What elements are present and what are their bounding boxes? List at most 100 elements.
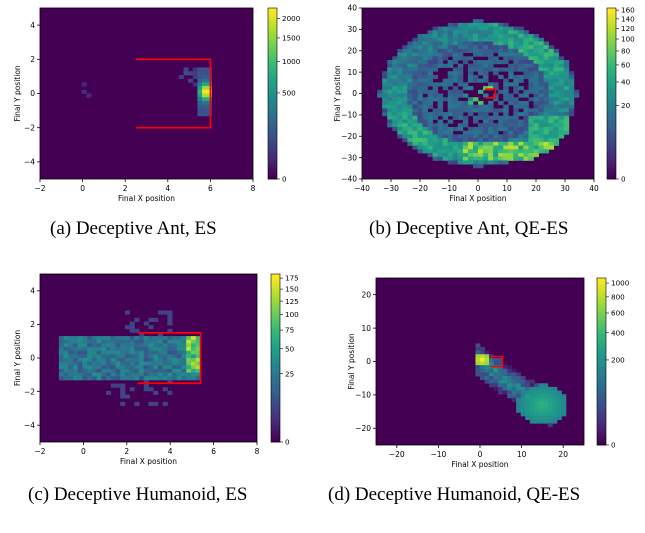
colorbar-segment	[607, 104, 616, 109]
colorbar-segment	[597, 425, 606, 429]
colorbar-segment	[271, 310, 280, 314]
heatmap-cell	[548, 119, 555, 124]
colorbar-segment	[268, 173, 277, 177]
heatmap-cell	[502, 365, 508, 370]
heatmap-cell	[106, 354, 112, 359]
heatmap-cell	[507, 379, 513, 384]
heatmap-cell	[502, 372, 508, 377]
colorbar-segment	[607, 33, 616, 37]
heatmap-cell	[493, 149, 499, 154]
colorbar-segment	[597, 342, 606, 346]
heatmap-cell	[190, 361, 197, 366]
colorbar-segment	[607, 176, 616, 180]
heatmap-cell	[568, 78, 575, 83]
heatmap-cell	[528, 37, 534, 42]
heatmap-cell	[478, 37, 484, 42]
colorbar-segment	[597, 394, 606, 399]
x-tick-label: −10	[441, 184, 457, 193]
heatmap-cell	[172, 336, 178, 341]
heatmap-cell	[493, 30, 499, 35]
heatmap-cell	[478, 145, 484, 150]
heatmap-cell	[382, 74, 388, 80]
colorbar-segment	[597, 300, 606, 304]
colorbar-segment	[268, 50, 277, 54]
heatmap-cell	[129, 365, 135, 370]
heatmap-cell	[422, 45, 428, 50]
heatmap-cell	[442, 123, 449, 128]
heatmap-cell	[91, 365, 98, 370]
heatmap-cell	[502, 376, 508, 381]
heatmap-cell	[480, 372, 485, 377]
heatmap-cell	[516, 405, 522, 410]
heatmap-cell	[392, 108, 398, 113]
heatmap-cell	[447, 37, 454, 42]
heatmap-cell	[478, 78, 484, 83]
heatmap-cell	[181, 350, 187, 355]
heatmap-cell	[533, 126, 539, 132]
heatmap-cell	[68, 354, 74, 359]
heatmap-cell	[407, 100, 413, 106]
heatmap-cell	[493, 48, 499, 54]
heatmap-cell	[417, 89, 423, 94]
heatmap-cell	[534, 383, 540, 388]
heatmap-cell	[558, 56, 565, 61]
heatmap-cell	[493, 22, 499, 27]
x-tick-label: −20	[412, 184, 428, 193]
colorbar-segment	[271, 391, 280, 395]
heatmap-cell	[432, 82, 439, 87]
colorbar-segment	[607, 122, 616, 126]
heatmap-cell	[397, 82, 403, 87]
colorbar-segment	[271, 346, 280, 350]
heatmap-cell	[498, 100, 504, 106]
heatmap-cell	[489, 372, 494, 377]
heatmap-cell	[462, 48, 469, 54]
colorbar-segment	[597, 333, 606, 337]
heatmap-cell	[134, 354, 140, 359]
colorbar-segment	[271, 313, 280, 317]
heatmap-cell	[387, 112, 393, 117]
heatmap-cell	[202, 67, 208, 72]
heatmap-cell	[82, 350, 88, 355]
heatmap-cell	[139, 354, 145, 359]
heatmap-cell	[503, 119, 509, 124]
heatmap-cell	[462, 22, 469, 27]
heatmap-cell	[77, 361, 83, 366]
heatmap-cell	[397, 78, 403, 83]
colorbar-segment	[268, 93, 277, 97]
heatmap-cell	[475, 365, 481, 370]
heatmap-cell	[124, 372, 131, 377]
y-tick-label: 0	[30, 89, 35, 98]
colorbar-segment	[597, 361, 606, 365]
heatmap-cell	[139, 358, 145, 363]
heatmap-cell	[452, 78, 459, 83]
heatmap-cell	[96, 372, 102, 377]
heatmap-cell	[387, 93, 393, 98]
heatmap-cell	[548, 45, 555, 50]
heatmap-cell	[483, 112, 489, 117]
heatmap-cell	[573, 89, 580, 94]
colorbar-tick-label: 500	[282, 89, 296, 98]
maze-wall	[490, 355, 504, 368]
y-axis-label: Final Y position	[347, 333, 356, 390]
heatmap-cell	[417, 34, 423, 39]
heatmap-cell	[513, 152, 519, 158]
heatmap-cell	[452, 145, 459, 150]
heatmap-cell	[518, 74, 524, 80]
heatmap-cell	[442, 41, 449, 46]
heatmap-cell	[538, 89, 544, 94]
heatmap-cell	[134, 358, 140, 363]
heatmap-cell	[528, 149, 534, 154]
heatmap-cell	[186, 365, 192, 370]
heatmap-cell	[148, 317, 154, 322]
heatmap-cell	[197, 104, 203, 109]
heatmap-cell	[442, 97, 449, 102]
heatmap-cell	[457, 141, 464, 146]
heatmap-cell	[188, 78, 194, 83]
heatmap-cell	[472, 134, 479, 139]
heatmap-cell	[553, 78, 560, 83]
colorbar-segment	[607, 173, 616, 177]
heatmap-cell	[507, 365, 513, 370]
y-tick-label: 4	[30, 21, 35, 30]
heatmap-cell	[538, 56, 544, 61]
heatmap-cell	[523, 37, 529, 42]
